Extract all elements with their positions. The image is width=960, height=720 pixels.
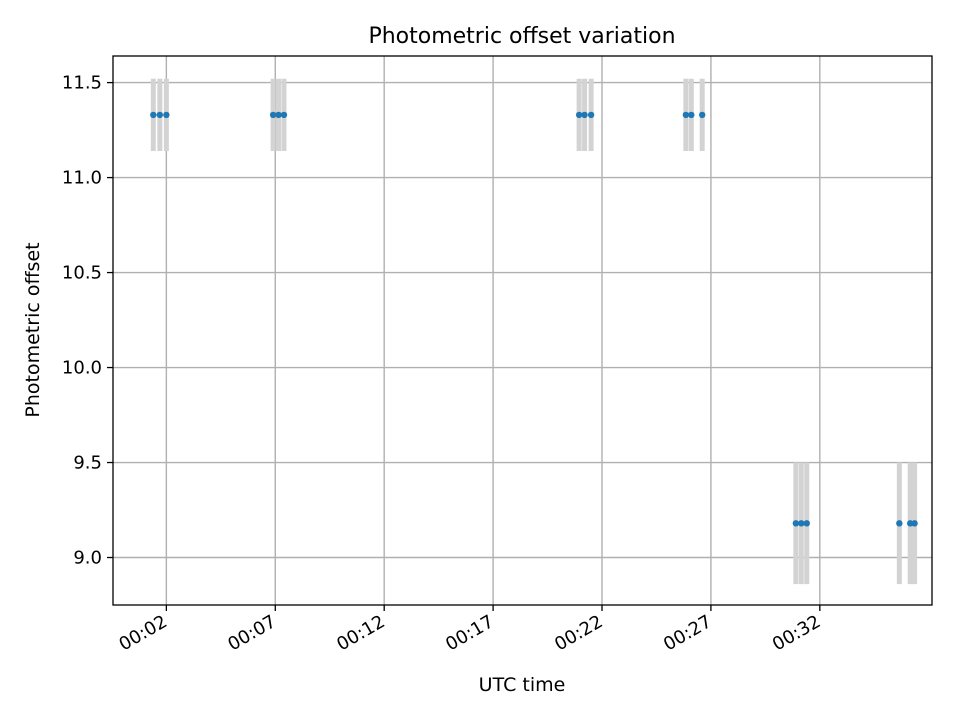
data-point [269,111,277,119]
data-point [803,520,810,527]
y-tick-label: 10.5 [62,263,102,284]
data-point [575,111,583,119]
data-point [682,111,690,119]
data-points [150,111,918,527]
x-tick-label: 00:22 [551,611,606,655]
error-bars [150,78,918,585]
data-point [275,111,282,119]
data-point [798,520,805,527]
data-point [280,111,288,119]
y-tick-label: 9.0 [73,548,102,569]
y-tick-label: 9.5 [73,453,102,474]
x-tick-label: 00:32 [769,611,824,655]
x-tick-label: 00:27 [660,611,715,655]
y-tick-label: 10.0 [62,358,102,379]
y-tick-label: 11.0 [62,168,102,189]
data-point [911,520,918,527]
data-point [792,520,800,527]
data-point [896,520,903,527]
x-tick-label: 00:12 [333,611,388,655]
x-axis-label: UTC time [479,674,566,696]
data-point [150,111,157,119]
data-point [163,111,170,119]
data-point [581,111,588,119]
data-point [699,111,706,119]
x-tick-label: 00:17 [442,611,497,655]
grid-lines [113,56,932,605]
data-point [156,111,164,119]
axis-ticks: 00:02 00:07 00:12 00:17 00:22 00:27 00:32 9.0 9.… [62,73,824,656]
chart-title: Photometric offset variation [368,24,675,49]
x-tick-label: 00:07 [224,611,279,655]
y-tick-label: 11.5 [62,73,102,94]
data-point [688,111,695,119]
data-point [587,111,595,119]
plot-frame [112,55,933,606]
x-tick-label: 00:02 [115,611,170,655]
y-axis-label: Photometric offset [22,242,44,417]
